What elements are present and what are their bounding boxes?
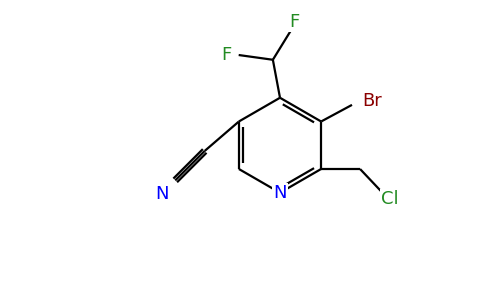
Text: Br: Br — [363, 92, 382, 110]
Text: Cl: Cl — [381, 190, 398, 208]
Text: F: F — [221, 46, 231, 64]
Text: F: F — [289, 13, 300, 31]
Text: N: N — [273, 184, 287, 202]
Text: N: N — [155, 185, 169, 203]
